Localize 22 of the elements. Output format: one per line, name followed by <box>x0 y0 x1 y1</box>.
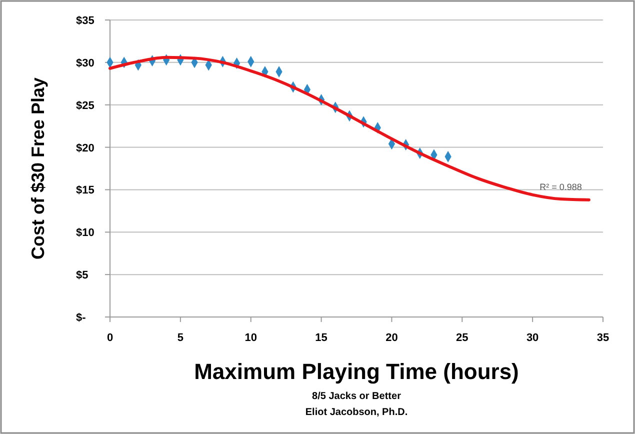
x-axis-title: Maximum Playing Time (hours) <box>194 359 519 384</box>
y-tick-label: $5 <box>76 270 88 282</box>
y-tick-label: $25 <box>76 100 94 112</box>
y-tick-label: $30 <box>76 57 94 70</box>
x-tick-label: 20 <box>386 332 398 344</box>
x-tick-label: 30 <box>526 332 539 344</box>
y-tick-label: $20 <box>76 142 94 154</box>
x-tick-label: 5 <box>177 332 184 344</box>
x-tick-label: 10 <box>244 332 257 344</box>
text: 8/5 Jacks or Better <box>312 391 402 402</box>
x-tick-label: 15 <box>315 332 328 344</box>
y-tick-label: $10 <box>76 227 94 240</box>
y-tick-label: $35 <box>76 15 94 27</box>
y-tick-label: $- <box>76 312 86 324</box>
x-tick-label: 0 <box>106 332 114 344</box>
x-tick-label: 35 <box>596 332 610 344</box>
x-tick-label: 25 <box>456 332 468 344</box>
line-series <box>108 56 590 202</box>
text: Eliot Jacobson, Ph.D. <box>305 407 408 418</box>
y-tick-label: $15 <box>76 184 94 197</box>
y-axis-title: Cost of $30 Free Play <box>28 77 48 260</box>
annotation: R² = 0.988 <box>540 182 582 192</box>
